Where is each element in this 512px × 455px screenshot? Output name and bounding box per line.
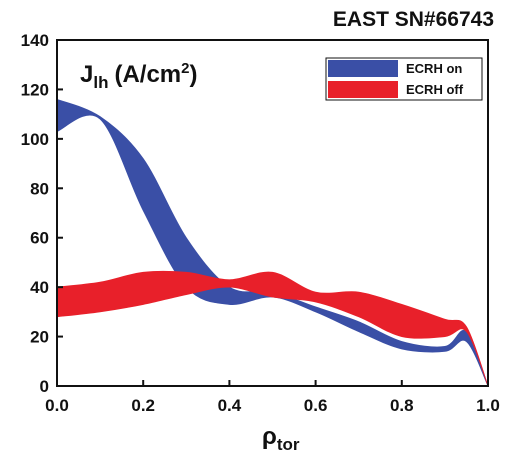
x-tick-label: 0.8 (390, 396, 414, 415)
annotation-sup: 2 (181, 60, 189, 77)
annotation-text: (A/cm (114, 61, 181, 88)
legend-swatch (328, 81, 398, 98)
x-label-sub: tor (277, 435, 300, 454)
legend-swatch (328, 60, 398, 77)
x-axis-label: ρtor (262, 423, 300, 454)
band (56, 98, 489, 387)
legend-label: ECRH off (406, 82, 464, 97)
annotation-base: J (80, 61, 93, 88)
y-tick-label: 120 (21, 80, 49, 99)
x-label-base: ρ (262, 423, 277, 450)
y-tick-label: 40 (30, 278, 49, 297)
x-tick-label: 1.0 (476, 396, 500, 415)
plot-frame (56, 39, 489, 387)
annotation-end: ) (190, 61, 198, 88)
legend-label: ECRH on (406, 61, 462, 76)
y-tick-label: 20 (30, 328, 49, 347)
annotation-sub: lh (93, 73, 108, 92)
chart-title: EAST SN#66743 (333, 8, 494, 31)
x-tick-label: 0.4 (218, 396, 242, 415)
x-tick-label: 0.2 (131, 396, 155, 415)
band (56, 270, 489, 387)
y-tick-label: 140 (21, 31, 49, 50)
x-tick-label: 0.6 (304, 396, 328, 415)
y-tick-label: 0 (40, 377, 49, 396)
y-tick-label: 60 (30, 229, 49, 248)
y-tick-label: 100 (21, 130, 49, 149)
annotation: Jlh (A/cm2) (80, 60, 198, 92)
x-tick-label: 0.0 (45, 396, 69, 415)
y-tick-label: 80 (30, 179, 49, 198)
